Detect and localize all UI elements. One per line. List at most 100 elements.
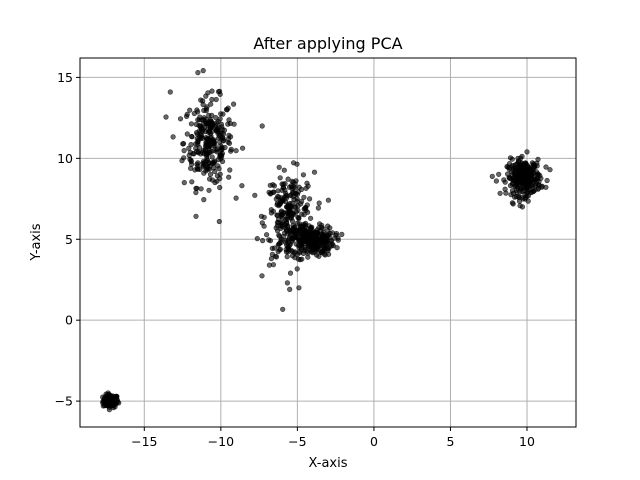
data-point [313, 229, 319, 236]
data-point [270, 208, 277, 214]
data-point [506, 164, 512, 170]
data-point [217, 171, 223, 177]
data-point [240, 145, 246, 151]
data-point [304, 239, 311, 245]
data-point [284, 193, 290, 199]
data-point [325, 223, 331, 229]
data-point [517, 170, 523, 176]
data-point [217, 184, 223, 191]
data-point [284, 280, 291, 286]
data-point [194, 107, 200, 113]
data-point [197, 133, 203, 140]
data-point [205, 163, 211, 170]
data-point [334, 245, 340, 251]
data-point [284, 254, 290, 260]
data-point [167, 89, 173, 95]
data-point [320, 239, 327, 246]
data-point [493, 178, 500, 184]
data-point [200, 164, 206, 170]
data-point [294, 220, 300, 226]
data-point [301, 212, 307, 218]
data-point [274, 212, 280, 218]
data-point [209, 161, 215, 167]
y-tick-label: 0 [65, 313, 73, 328]
data-point [507, 175, 513, 181]
data-point [268, 256, 275, 262]
data-point [260, 238, 266, 244]
data-point [204, 104, 210, 110]
y-tick-label: 5 [65, 232, 73, 247]
data-point [325, 197, 332, 203]
data-point [512, 184, 518, 190]
y-tick-label: 15 [57, 70, 73, 85]
data-point [510, 167, 517, 173]
data-point [318, 249, 325, 256]
data-point [214, 125, 221, 132]
data-point [216, 218, 222, 225]
data-point [283, 246, 289, 253]
data-point [204, 136, 210, 142]
data-point [294, 161, 300, 167]
data-point [212, 142, 218, 149]
data-point [267, 191, 274, 197]
data-point [206, 187, 212, 193]
data-point [517, 185, 523, 191]
data-point [282, 187, 288, 193]
data-point [285, 209, 291, 215]
data-point [231, 101, 237, 107]
data-point [526, 188, 532, 194]
y-axis-label: Y-axis [29, 223, 44, 261]
data-point [181, 148, 187, 154]
data-point [104, 399, 111, 406]
data-point [307, 196, 313, 202]
data-point [303, 185, 309, 191]
data-point [207, 171, 214, 177]
data-point [226, 174, 232, 180]
data-point [271, 245, 278, 251]
data-point [296, 215, 302, 221]
data-point [292, 185, 298, 191]
data-point [310, 250, 316, 256]
data-point [293, 209, 299, 215]
data-point [266, 237, 272, 243]
data-point [533, 169, 540, 175]
data-point [201, 107, 207, 113]
data-point [218, 121, 224, 127]
data-point [516, 163, 523, 169]
data-point [191, 110, 197, 117]
data-point [217, 91, 223, 97]
data-point [316, 243, 322, 249]
data-point [315, 205, 322, 211]
data-point [320, 235, 326, 241]
data-point [227, 167, 233, 173]
data-point [188, 157, 194, 163]
data-point [254, 236, 260, 242]
data-point [544, 177, 550, 184]
data-point [201, 151, 207, 157]
data-point [200, 117, 206, 123]
data-point [537, 172, 543, 179]
data-point [277, 246, 284, 252]
data-point [181, 155, 187, 161]
data-point [291, 196, 297, 202]
data-point [203, 93, 209, 99]
data-point [308, 215, 314, 221]
data-point [209, 96, 215, 103]
data-point [264, 232, 270, 238]
data-point [287, 270, 294, 276]
data-point [193, 213, 199, 219]
data-point [339, 231, 345, 237]
data-point [198, 123, 204, 129]
data-point [209, 88, 215, 94]
data-point [501, 177, 507, 183]
x-tick-label: −10 [208, 434, 234, 449]
data-point [295, 256, 302, 262]
data-point [206, 112, 212, 118]
data-point [200, 67, 206, 74]
data-point [220, 111, 226, 117]
data-point [503, 190, 509, 196]
data-point [511, 194, 518, 200]
data-point [280, 198, 286, 204]
data-point [280, 220, 286, 226]
